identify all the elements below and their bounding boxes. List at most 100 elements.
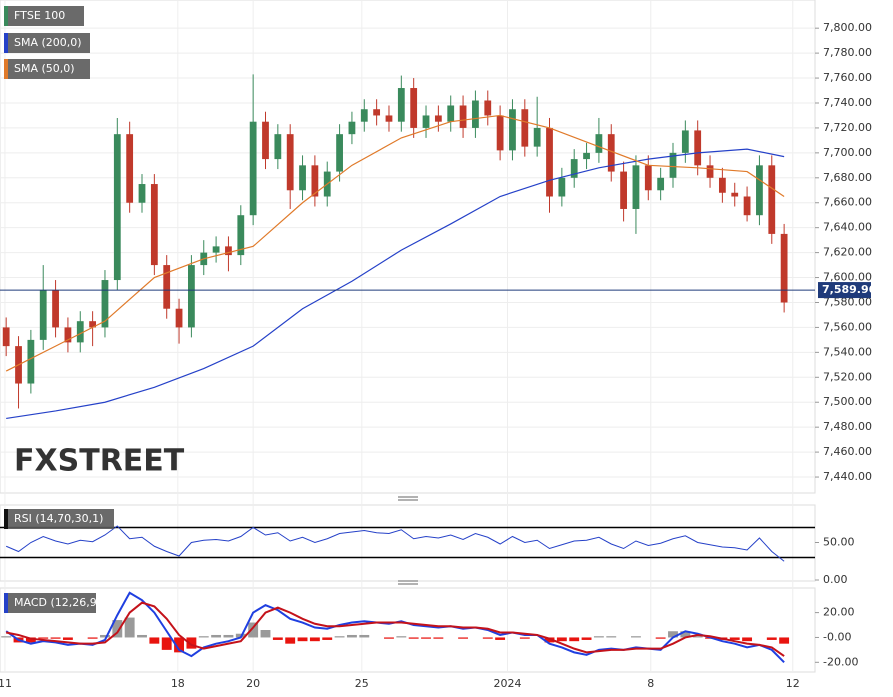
candle-body <box>484 100 492 116</box>
histogram-bar <box>137 634 147 638</box>
x-tick-label: 11 <box>0 677 12 690</box>
rsi-panel <box>0 504 816 582</box>
candle-body <box>299 165 306 191</box>
candle-body <box>632 165 640 209</box>
y-tick-label: 7,440.00 <box>823 470 872 483</box>
candle-body <box>138 184 146 203</box>
y-tick-label: 7,720.00 <box>823 121 872 134</box>
legend-box <box>4 33 90 53</box>
legend-box <box>4 509 114 529</box>
histogram-bar <box>346 634 357 638</box>
legend-label: SMA (200,0) <box>14 36 82 49</box>
candle-body <box>410 88 418 128</box>
histogram-bar <box>692 636 703 638</box>
candle-body <box>39 290 47 340</box>
histogram-bar <box>655 637 666 639</box>
y-tick-label: 7,680.00 <box>823 171 872 184</box>
y-tick-label: 7,780.00 <box>823 46 872 59</box>
candle-body <box>496 115 504 151</box>
histogram-bar <box>668 631 678 638</box>
candle-body <box>447 105 455 122</box>
y-tick-label: 7,480.00 <box>823 420 872 433</box>
histogram-bar <box>260 630 271 638</box>
candle-body <box>570 159 578 178</box>
candle-body <box>459 105 467 128</box>
x-tick-label: 20 <box>246 677 260 690</box>
candle-body <box>225 246 232 256</box>
histogram-bar <box>433 637 444 639</box>
candle-body <box>237 215 245 256</box>
histogram-bar <box>334 636 345 638</box>
y-tick-label: 7,760.00 <box>823 71 872 84</box>
y-tick-label: 7,640.00 <box>823 221 872 234</box>
candle-body <box>718 177 726 193</box>
y-tick-label: 7,460.00 <box>823 445 872 458</box>
y-tick-label: 7,580.00 <box>823 295 872 308</box>
histogram-bar <box>569 637 580 642</box>
histogram-bar <box>248 622 259 638</box>
y-tick-label: 7,660.00 <box>823 196 872 209</box>
y-tick-label: -20.00 <box>823 655 858 668</box>
y-tick-label: 0.00 <box>823 573 848 586</box>
candle-body <box>472 100 479 128</box>
legend-swatch <box>4 6 8 26</box>
y-tick-label: 7,540.00 <box>823 345 872 358</box>
histogram-bar <box>38 637 49 639</box>
candle-body <box>348 121 356 135</box>
candle-body <box>163 265 171 309</box>
candle-body <box>175 308 183 328</box>
histogram-bar <box>631 636 641 638</box>
histogram-bar <box>87 637 98 639</box>
histogram-bar <box>285 637 296 644</box>
histogram-bar <box>421 637 431 639</box>
watermark: FXSTREET <box>14 444 185 479</box>
candle-body <box>694 130 702 166</box>
candle-body <box>521 109 529 147</box>
candle-body <box>780 233 788 303</box>
candle-body <box>212 246 220 253</box>
histogram-bar <box>581 637 592 640</box>
histogram-bar <box>482 637 493 639</box>
x-tick-label: 18 <box>171 677 185 690</box>
x-tick-label: 8 <box>647 677 654 690</box>
legend-label: SMA (50,0) <box>14 62 75 75</box>
candle-body <box>509 109 516 151</box>
x-tick-label: 12 <box>786 677 800 690</box>
candle-body <box>27 339 35 384</box>
candle-body <box>262 121 269 160</box>
last-price-label: 7,589.96 <box>822 283 877 296</box>
y-tick-label: 50.00 <box>823 536 855 549</box>
legend-label: FTSE 100 <box>14 9 65 22</box>
candle-body <box>64 327 72 343</box>
candle-body <box>706 165 714 178</box>
histogram-bar <box>174 637 184 653</box>
y-tick-label: 7,500.00 <box>823 395 872 408</box>
candle-body <box>743 196 751 216</box>
legend-swatch <box>4 33 8 53</box>
candle-body <box>52 290 59 328</box>
histogram-bar <box>1 636 12 638</box>
y-tick-label: 20.00 <box>823 606 855 619</box>
candle-body <box>397 88 405 122</box>
histogram-bar <box>606 636 617 638</box>
candle-body <box>274 134 282 160</box>
y-tick-label: 7,600.00 <box>823 271 872 284</box>
histogram-bar <box>297 637 308 642</box>
legend-box <box>4 59 90 79</box>
histogram-bar <box>112 620 123 638</box>
candle-body <box>583 152 590 160</box>
histogram-bar <box>593 636 604 638</box>
histogram-bar <box>742 637 753 642</box>
histogram-bar <box>458 637 469 639</box>
histogram-bar <box>186 637 197 649</box>
histogram-bar <box>519 637 530 639</box>
histogram-bar <box>272 637 283 640</box>
legend-label: MACD (12,26,9) <box>14 596 101 609</box>
candle-body <box>311 165 319 197</box>
candle-body <box>101 280 109 328</box>
histogram-bar <box>680 631 691 638</box>
candle-body <box>731 192 739 197</box>
candle-body <box>681 130 689 153</box>
candle-body <box>546 127 553 197</box>
